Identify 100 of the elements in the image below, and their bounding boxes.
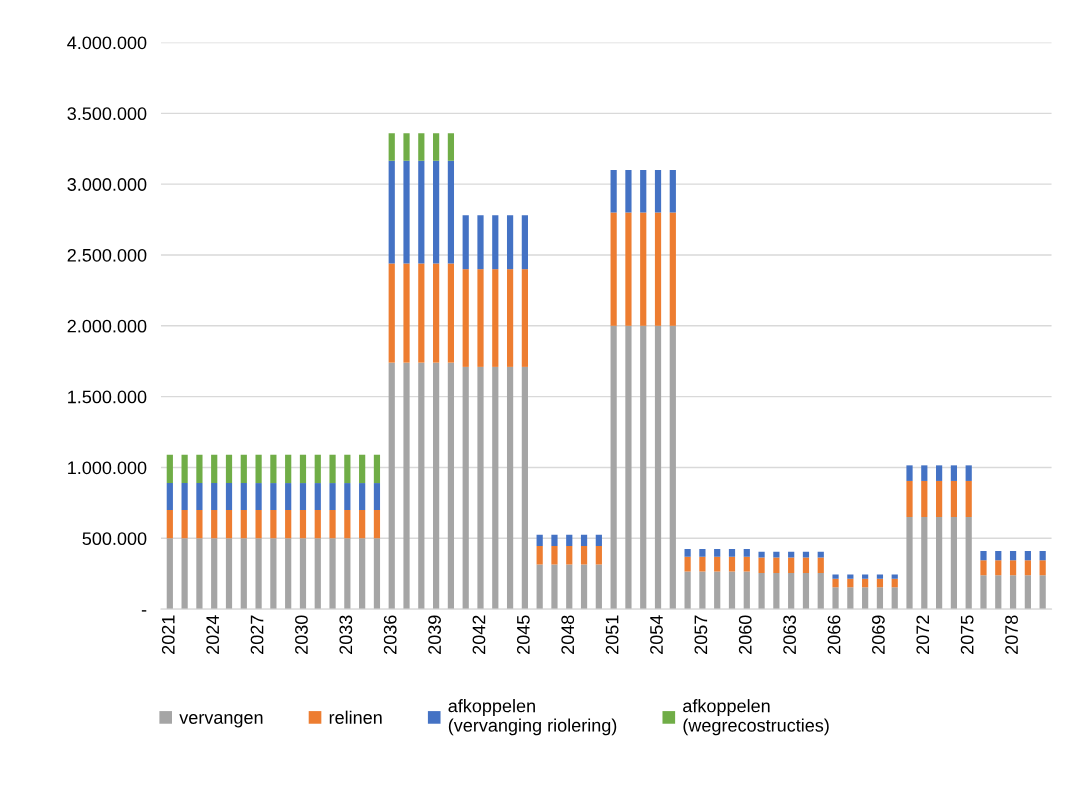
bar bbox=[270, 538, 277, 610]
bar bbox=[714, 556, 721, 572]
bar bbox=[211, 538, 218, 610]
legend-label: relinen bbox=[329, 710, 382, 724]
y-tick-label: 3.500.000 bbox=[67, 107, 147, 121]
x-tick-label: 2042 bbox=[472, 615, 486, 654]
bar bbox=[965, 465, 972, 481]
bar bbox=[462, 366, 469, 610]
bar bbox=[802, 573, 810, 610]
bar bbox=[566, 534, 573, 547]
bar bbox=[684, 571, 691, 610]
bar bbox=[285, 483, 292, 510]
bar bbox=[359, 538, 366, 610]
x-tick-label: 2045 bbox=[516, 615, 530, 654]
bar bbox=[255, 454, 262, 484]
bar bbox=[344, 483, 351, 510]
bar bbox=[595, 546, 602, 565]
bar bbox=[240, 454, 247, 484]
bar bbox=[625, 212, 632, 326]
bar bbox=[950, 465, 958, 481]
bar bbox=[906, 480, 913, 518]
bar bbox=[314, 454, 321, 484]
bar bbox=[536, 534, 543, 547]
bar bbox=[388, 263, 395, 363]
bar bbox=[299, 454, 307, 484]
bar bbox=[654, 212, 662, 326]
bar bbox=[921, 480, 928, 518]
bar bbox=[492, 269, 499, 367]
bar bbox=[862, 587, 869, 610]
bar bbox=[403, 263, 410, 363]
bar bbox=[447, 362, 455, 610]
bar bbox=[506, 269, 514, 367]
bar bbox=[891, 578, 898, 588]
x-tick-label: 2069 bbox=[871, 615, 885, 654]
bar bbox=[625, 169, 632, 213]
bar bbox=[610, 169, 617, 213]
x-tick-label: 2063 bbox=[783, 615, 797, 654]
bar bbox=[447, 160, 455, 264]
bar bbox=[1024, 575, 1031, 610]
bar bbox=[595, 534, 602, 547]
bar bbox=[832, 574, 839, 579]
bar bbox=[373, 454, 381, 484]
bar bbox=[654, 325, 662, 610]
bar bbox=[299, 509, 307, 539]
bar bbox=[1039, 551, 1046, 561]
bar bbox=[788, 573, 795, 610]
bar bbox=[1009, 551, 1017, 561]
bar bbox=[891, 587, 898, 610]
bar bbox=[477, 366, 484, 610]
bar bbox=[211, 483, 218, 510]
bar bbox=[270, 454, 277, 484]
bar bbox=[862, 574, 869, 579]
bar bbox=[344, 509, 351, 539]
bar bbox=[255, 509, 262, 539]
bar bbox=[299, 538, 307, 610]
bar bbox=[714, 548, 721, 557]
x-tick-label: 2072 bbox=[916, 615, 930, 654]
bar bbox=[566, 564, 573, 610]
x-tick-label: 2024 bbox=[206, 615, 220, 654]
bar bbox=[196, 454, 203, 484]
bar bbox=[373, 509, 381, 539]
bar bbox=[1039, 575, 1046, 610]
y-tick-label: 3.000.000 bbox=[67, 178, 147, 191]
bar bbox=[640, 169, 647, 213]
bar bbox=[743, 548, 750, 557]
bar bbox=[388, 133, 395, 161]
x-tick-label: 2051 bbox=[605, 615, 619, 654]
bar bbox=[965, 480, 972, 518]
bar bbox=[995, 551, 1002, 561]
bar bbox=[433, 160, 440, 264]
bar bbox=[669, 325, 676, 610]
bar bbox=[699, 548, 706, 557]
bar bbox=[329, 509, 336, 539]
bar bbox=[418, 133, 425, 161]
bar bbox=[270, 509, 277, 539]
bar bbox=[595, 564, 602, 610]
bar bbox=[684, 548, 691, 557]
bar bbox=[640, 212, 647, 326]
bar bbox=[1009, 575, 1017, 610]
bar bbox=[669, 212, 676, 326]
y-tick-label: 500.000 bbox=[82, 532, 147, 546]
x-tick-label: 2027 bbox=[250, 615, 264, 654]
bar bbox=[980, 551, 987, 561]
bar bbox=[950, 480, 958, 518]
bar bbox=[891, 574, 898, 579]
bar bbox=[314, 538, 321, 610]
bar bbox=[477, 269, 484, 367]
bar bbox=[862, 578, 869, 588]
bar bbox=[551, 564, 558, 610]
x-tick-label: 2030 bbox=[295, 615, 308, 654]
bar bbox=[802, 557, 810, 574]
bar bbox=[1009, 560, 1017, 576]
bar bbox=[329, 483, 336, 510]
bar bbox=[166, 538, 173, 610]
bar bbox=[832, 578, 839, 588]
bar bbox=[462, 269, 469, 367]
bar bbox=[196, 483, 203, 510]
bar bbox=[684, 556, 691, 572]
bar bbox=[847, 587, 854, 610]
bar bbox=[906, 465, 913, 481]
